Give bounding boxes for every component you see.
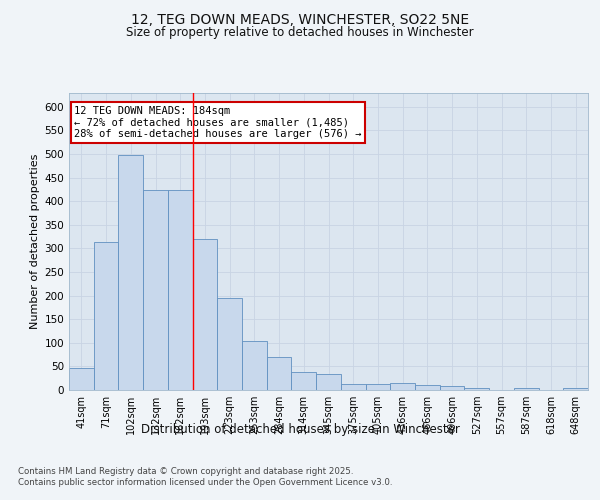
Bar <box>193 239 217 390</box>
Bar <box>242 341 267 390</box>
Bar <box>143 190 168 390</box>
Text: Size of property relative to detached houses in Winchester: Size of property relative to detached ho… <box>126 26 474 39</box>
Text: 12, TEG DOWN MEADS, WINCHESTER, SO22 5NE: 12, TEG DOWN MEADS, WINCHESTER, SO22 5NE <box>131 12 469 26</box>
Text: Contains HM Land Registry data © Crown copyright and database right 2025.
Contai: Contains HM Land Registry data © Crown c… <box>18 468 392 487</box>
Bar <box>365 384 390 390</box>
Bar <box>341 384 365 390</box>
Bar <box>464 388 489 390</box>
Bar <box>514 388 539 390</box>
Bar <box>415 386 440 390</box>
Bar <box>69 368 94 390</box>
Bar <box>94 242 118 390</box>
Text: Distribution of detached houses by size in Winchester: Distribution of detached houses by size … <box>140 422 460 436</box>
Bar <box>267 357 292 390</box>
Bar <box>168 190 193 390</box>
Text: 12 TEG DOWN MEADS: 184sqm
← 72% of detached houses are smaller (1,485)
28% of se: 12 TEG DOWN MEADS: 184sqm ← 72% of detac… <box>74 106 362 139</box>
Bar <box>292 372 316 390</box>
Bar <box>440 386 464 390</box>
Bar <box>390 384 415 390</box>
Bar <box>563 388 588 390</box>
Bar <box>316 374 341 390</box>
Bar <box>217 298 242 390</box>
Y-axis label: Number of detached properties: Number of detached properties <box>30 154 40 329</box>
Bar <box>118 156 143 390</box>
